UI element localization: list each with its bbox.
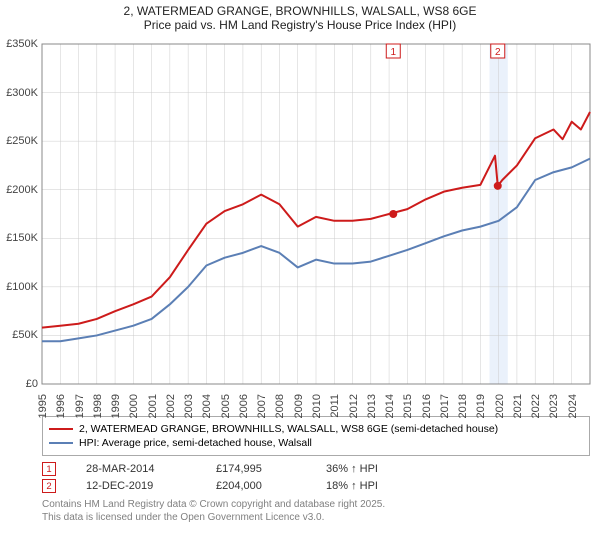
- legend-swatch: [49, 442, 73, 444]
- sale-price: £204,000: [216, 480, 296, 492]
- legend-label: HPI: Average price, semi-detached house,…: [79, 437, 312, 449]
- sale-price: £174,995: [216, 463, 296, 475]
- x-tick-label: 2000: [128, 394, 140, 418]
- x-tick-label: 2002: [165, 394, 177, 418]
- x-tick-label: 2021: [512, 394, 524, 418]
- sale-date: 12-DEC-2019: [86, 480, 186, 492]
- svg-text:2: 2: [495, 47, 501, 58]
- chart-title-line2: Price paid vs. HM Land Registry's House …: [0, 18, 600, 32]
- x-tick-label: 2007: [256, 394, 268, 418]
- chart-title-line1: 2, WATERMEAD GRANGE, BROWNHILLS, WALSALL…: [0, 4, 600, 18]
- legend-label: 2, WATERMEAD GRANGE, BROWNHILLS, WALSALL…: [79, 423, 498, 435]
- table-row: 2 12-DEC-2019 £204,000 18% ↑ HPI: [42, 479, 590, 493]
- y-tick-label: £100K: [6, 281, 38, 293]
- x-tick-label: 2009: [293, 394, 305, 418]
- legend-item: HPI: Average price, semi-detached house,…: [49, 437, 583, 449]
- x-tick-label: 2019: [475, 394, 487, 418]
- x-tick-label: 2020: [494, 394, 506, 418]
- x-tick-label: 2003: [183, 394, 195, 418]
- table-row: 1 28-MAR-2014 £174,995 36% ↑ HPI: [42, 462, 590, 476]
- legend-item: 2, WATERMEAD GRANGE, BROWNHILLS, WALSALL…: [49, 423, 583, 435]
- y-tick-label: £50K: [12, 329, 38, 341]
- footer: Contains HM Land Registry data © Crown c…: [42, 499, 590, 524]
- x-tick-label: 1995: [37, 394, 49, 418]
- x-tick-label: 2018: [457, 394, 469, 418]
- y-tick-label: £250K: [6, 135, 38, 147]
- x-tick-label: 2024: [567, 394, 579, 418]
- footer-line1: Contains HM Land Registry data © Crown c…: [42, 499, 590, 512]
- legend: 2, WATERMEAD GRANGE, BROWNHILLS, WALSALL…: [42, 416, 590, 456]
- x-tick-label: 2010: [311, 394, 323, 418]
- sale-delta: 36% ↑ HPI: [326, 463, 378, 475]
- sales-table: 1 28-MAR-2014 £174,995 36% ↑ HPI 2 12-DE…: [42, 462, 590, 493]
- x-tick-label: 2017: [439, 394, 451, 418]
- footer-line2: This data is licensed under the Open Gov…: [42, 512, 590, 525]
- x-tick-label: 1998: [92, 394, 104, 418]
- x-tick-label: 2005: [220, 394, 232, 418]
- sale-date: 28-MAR-2014: [86, 463, 186, 475]
- x-tick-label: 2016: [421, 394, 433, 418]
- sale-delta: 18% ↑ HPI: [326, 480, 378, 492]
- x-tick-label: 1997: [74, 394, 86, 418]
- y-tick-label: £150K: [6, 232, 38, 244]
- x-tick-label: 2013: [366, 394, 378, 418]
- y-tick-label: £0: [26, 378, 38, 390]
- y-tick-label: £350K: [6, 38, 38, 50]
- x-tick-label: 2022: [530, 394, 542, 418]
- chart-svg: 12: [0, 34, 600, 412]
- x-tick-label: 2001: [147, 394, 159, 418]
- x-tick-label: 2014: [384, 394, 396, 418]
- x-tick-label: 2006: [238, 394, 250, 418]
- x-tick-label: 1999: [110, 394, 122, 418]
- x-tick-label: 2004: [201, 394, 213, 418]
- sale-marker-2: 2: [42, 479, 56, 493]
- chart-title-block: 2, WATERMEAD GRANGE, BROWNHILLS, WALSALL…: [0, 0, 600, 34]
- x-tick-label: 2012: [348, 394, 360, 418]
- x-tick-label: 2011: [329, 394, 341, 418]
- sale-marker-1: 1: [42, 462, 56, 476]
- x-tick-label: 2023: [548, 394, 560, 418]
- legend-swatch: [49, 428, 73, 430]
- x-tick-label: 2008: [274, 394, 286, 418]
- svg-text:1: 1: [390, 47, 396, 58]
- x-tick-label: 1996: [55, 394, 67, 418]
- x-tick-label: 2015: [402, 394, 414, 418]
- chart-area: 12 £0£50K£100K£150K£200K£250K£300K£350K1…: [0, 34, 600, 412]
- y-tick-label: £300K: [6, 87, 38, 99]
- y-tick-label: £200K: [6, 184, 38, 196]
